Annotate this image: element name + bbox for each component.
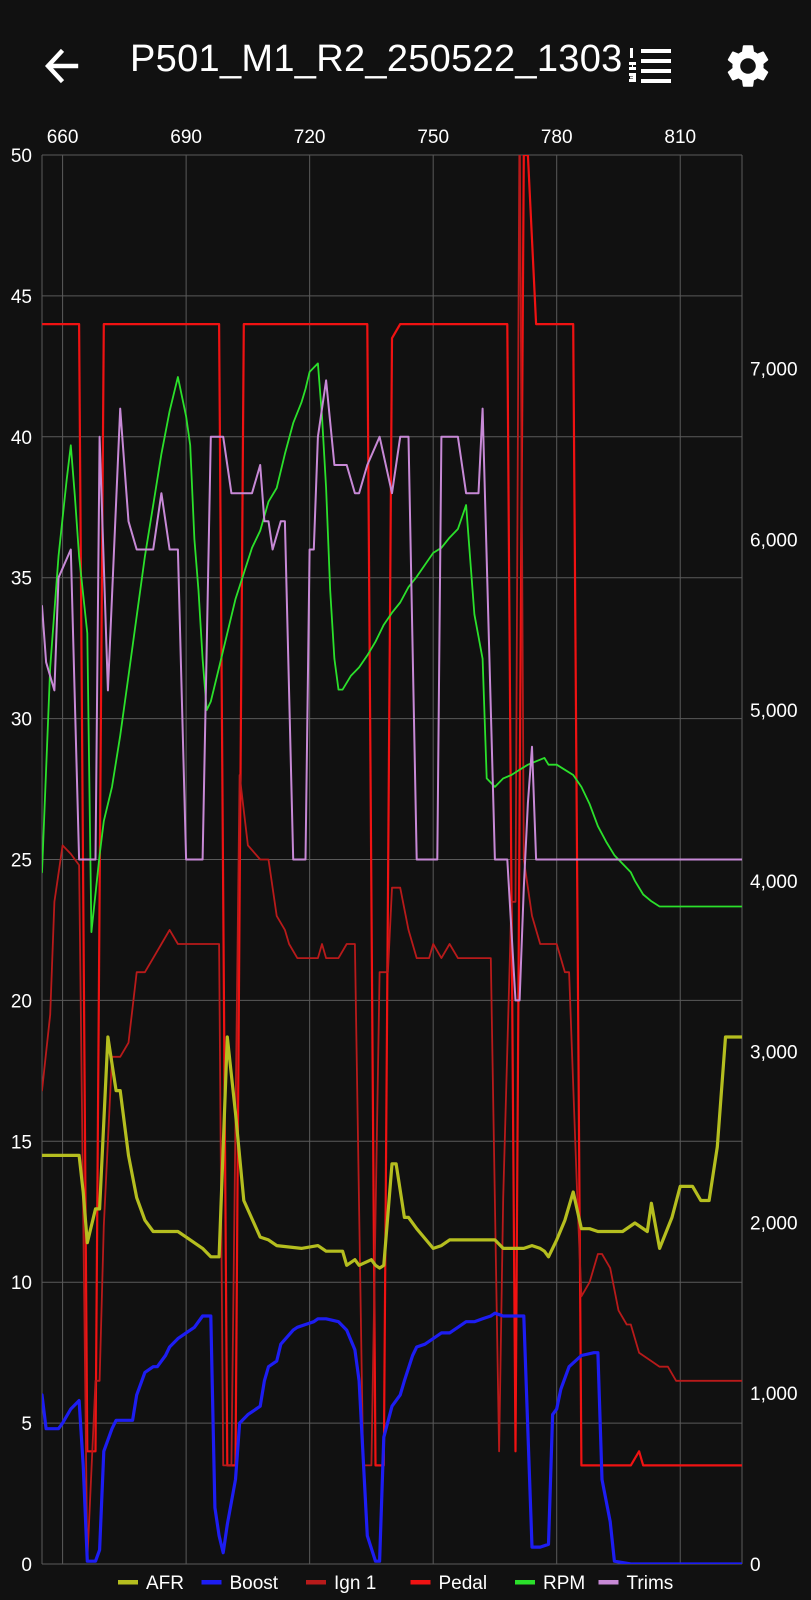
right-tick-label: 7,000 [750, 359, 798, 380]
left-tick-label: 40 [11, 428, 32, 449]
x-tick-label: 810 [664, 127, 696, 148]
plot-area [42, 155, 742, 1564]
x-tick-label: 750 [417, 127, 449, 148]
legend-swatch-afr [118, 1580, 138, 1585]
legend-label-rpm: RPM [543, 1573, 585, 1594]
right-tick-label: 0 [750, 1555, 761, 1576]
series-line-ign-1 [42, 155, 742, 1563]
legend-label-trims: Trims [627, 1573, 674, 1594]
right-tick-label: 5,000 [750, 701, 798, 722]
right-axis-tick-labels: 0 1,000 2,000 3,000 4,000 5,000 6,000 7,000 [750, 359, 798, 1576]
left-tick-label: 25 [11, 851, 32, 872]
legend-swatch-boost [201, 1580, 222, 1585]
x-tick-label: 720 [294, 127, 326, 148]
numbered-list-button[interactable] [628, 42, 676, 90]
left-tick-label: 35 [11, 569, 32, 590]
series-line-rpm [42, 362, 742, 933]
legend-swatch-ign-1 [306, 1580, 326, 1585]
legend-label-ign-1: Ign 1 [334, 1573, 376, 1594]
legend-label-pedal: Pedal [439, 1573, 488, 1594]
settings-button[interactable] [722, 40, 774, 92]
arrow-left-icon [44, 48, 79, 84]
left-tick-label: 30 [11, 710, 32, 731]
series-line-boost [42, 1311, 742, 1564]
right-tick-label: 3,000 [750, 1043, 798, 1064]
legend-swatch-pedal [410, 1580, 431, 1585]
right-tick-label: 2,000 [750, 1213, 798, 1234]
x-tick-label: 660 [47, 127, 79, 148]
legend-swatch-trims [598, 1580, 619, 1585]
left-tick-label: 45 [11, 287, 32, 308]
legend: AFR Boost Ign 1 Pedal RPM Trims [118, 1573, 673, 1594]
left-tick-label: 15 [11, 1132, 32, 1153]
series-line-afr [42, 1035, 742, 1270]
app-bar: P501_M1_R2_250522_1303 [0, 0, 811, 128]
x-tick-label: 780 [541, 127, 573, 148]
left-tick-label: 10 [11, 1273, 32, 1294]
series-line-pedal [42, 155, 742, 1467]
numbered-list-icon [629, 48, 671, 83]
page-title: P501_M1_R2_250522_1303 [130, 38, 623, 80]
left-tick-label: 20 [11, 991, 32, 1012]
left-tick-label: 50 [11, 146, 32, 167]
left-tick-label: 0 [21, 1555, 32, 1576]
right-tick-label: 4,000 [750, 872, 798, 893]
right-tick-label: 1,000 [750, 1384, 798, 1405]
legend-label-boost: Boost [230, 1573, 279, 1594]
right-tick-label: 6,000 [750, 530, 798, 551]
x-axis-tick-labels: 660 690 720 750 780 810 [47, 127, 696, 148]
back-button[interactable] [40, 42, 88, 90]
x-tick-label: 690 [170, 127, 202, 148]
legend-label-afr: AFR [146, 1573, 184, 1594]
gear-icon [727, 45, 769, 87]
legend-swatch-rpm [515, 1580, 535, 1585]
left-tick-label: 5 [21, 1414, 32, 1435]
left-axis-tick-labels: 0 5 10 15 20 25 30 35 40 45 50 [11, 146, 32, 1576]
series-line-trims [42, 379, 742, 1002]
series-lines [42, 155, 742, 1564]
